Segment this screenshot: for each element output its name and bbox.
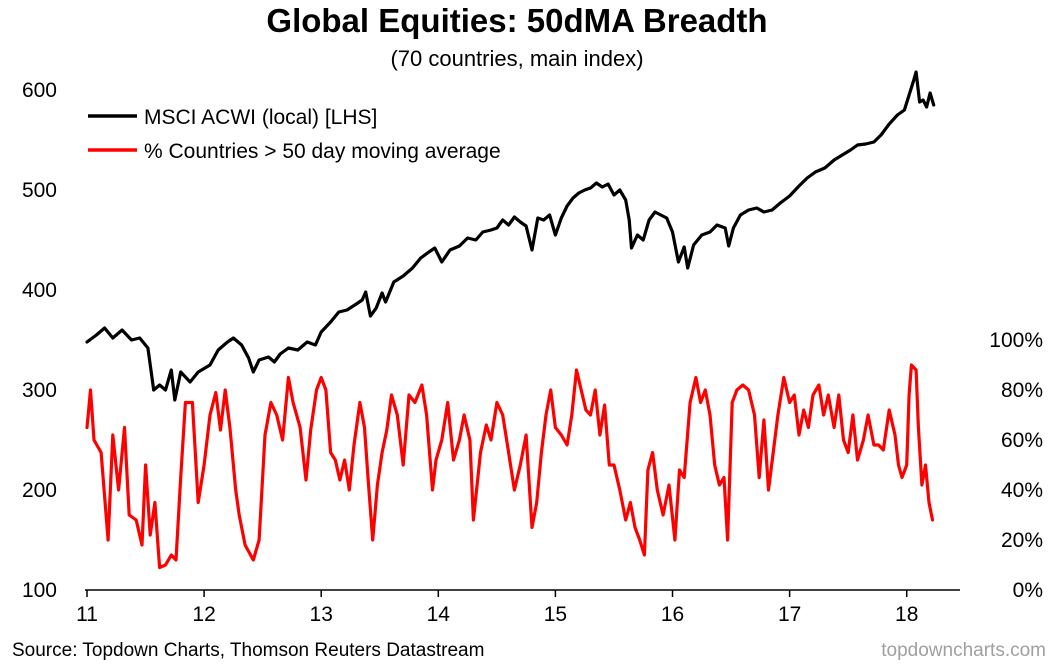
left-axis-tick-label: 100	[22, 579, 57, 602]
x-tick-label: 13	[310, 603, 333, 626]
legend-item-breadth: % Countries > 50 day moving average	[88, 140, 501, 163]
legend: MSCI ACWI (local) [LHS] % Countries > 50…	[88, 106, 501, 163]
breadth-line	[85, 363, 935, 570]
watermark: topdowncharts.com	[881, 640, 1046, 661]
right-axis-tick-label: 100%	[989, 329, 1043, 352]
chart-subtitle: (70 countries, main index)	[390, 46, 643, 71]
series-layer	[85, 70, 936, 570]
left-axis-tick-label: 300	[22, 379, 57, 402]
right-axis-tick-label: 40%	[1001, 479, 1043, 502]
x-tick-label: 15	[544, 603, 567, 626]
legend-item-msci: MSCI ACWI (local) [LHS]	[88, 106, 377, 129]
right-axis-tick-group: 0% 20% 40% 60% 80% 100%	[989, 329, 1043, 602]
msci-acwi-line	[85, 70, 936, 402]
x-tick-label: 18	[895, 603, 918, 626]
x-tick-label: 16	[661, 603, 684, 626]
left-axis-tick-label: 500	[22, 179, 57, 202]
right-axis-tick-label: 0%	[1013, 579, 1043, 602]
source-note: Source: Topdown Charts, Thomson Reuters …	[12, 640, 484, 661]
right-axis-tick-label: 80%	[1001, 379, 1043, 402]
left-axis-tick-label: 200	[22, 479, 57, 502]
legend-label-breadth: % Countries > 50 day moving average	[144, 140, 501, 163]
x-tick-group: 11 12 13 14 15 16 17 18	[76, 590, 918, 626]
right-axis-tick-label: 60%	[1001, 429, 1043, 452]
left-axis-tick-label: 400	[22, 279, 57, 302]
chart-title: Global Equities: 50dMA Breadth	[266, 2, 767, 39]
x-tick-label: 14	[427, 603, 451, 626]
right-axis-tick-label: 20%	[1001, 529, 1043, 552]
left-axis-tick-label: 600	[22, 79, 57, 102]
x-tick-label: 12	[192, 603, 215, 626]
legend-label-msci: MSCI ACWI (local) [LHS]	[144, 106, 377, 129]
x-tick-label: 17	[778, 603, 801, 626]
left-axis-tick-group: 100 200 300 400 500 600	[22, 79, 57, 602]
x-tick-label: 11	[76, 603, 98, 626]
